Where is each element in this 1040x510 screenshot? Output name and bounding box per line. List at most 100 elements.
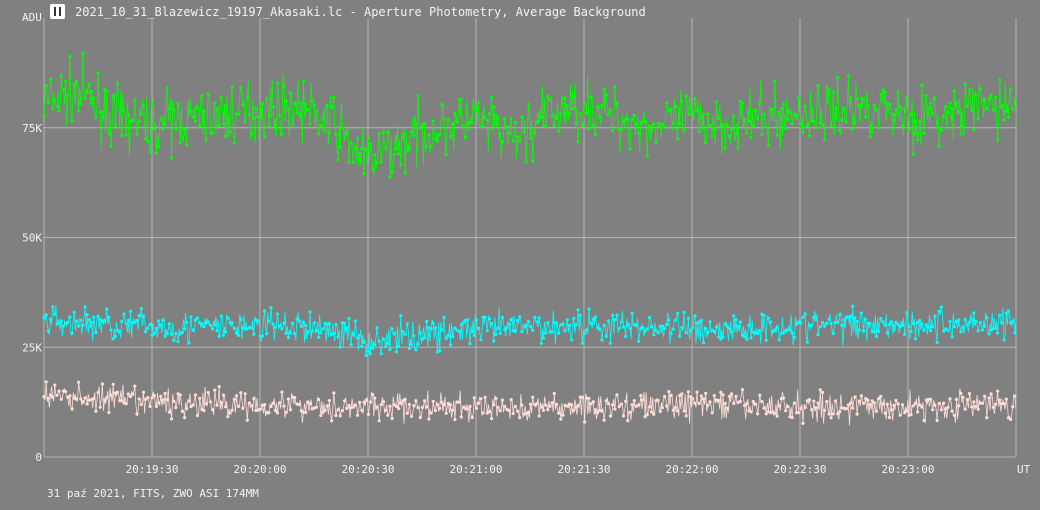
data-point [563, 96, 567, 100]
data-point [141, 390, 146, 394]
data-point [887, 322, 892, 327]
data-point [57, 389, 61, 393]
data-point [948, 397, 952, 401]
data-point [319, 124, 323, 128]
data-point [278, 114, 282, 118]
data-point [693, 97, 697, 101]
data-point [833, 399, 838, 403]
data-point [100, 382, 104, 386]
data-point [682, 310, 686, 314]
data-point [883, 323, 887, 327]
data-point [438, 406, 442, 410]
data-point [237, 112, 241, 116]
data-point [113, 334, 117, 339]
data-point [351, 161, 355, 165]
data-point [892, 403, 896, 407]
data-point [976, 329, 980, 333]
data-point [801, 315, 805, 319]
data-point [193, 318, 197, 322]
data-point [831, 331, 835, 336]
data-point [87, 82, 91, 86]
data-point [691, 397, 695, 401]
data-point [849, 96, 853, 100]
data-point [118, 329, 122, 333]
data-point [109, 393, 113, 397]
data-point [617, 405, 621, 409]
data-point [273, 118, 277, 122]
x-tick-label: 20:19:30 [126, 463, 179, 476]
data-point [436, 139, 440, 143]
data-point [377, 339, 381, 343]
data-point [399, 314, 403, 318]
data-point [611, 129, 615, 133]
data-point [954, 100, 959, 105]
data-point [676, 137, 680, 141]
data-point [959, 391, 963, 395]
data-point [939, 408, 944, 412]
data-point [758, 102, 762, 106]
data-point [183, 327, 187, 331]
data-point [154, 404, 158, 408]
data-point [526, 410, 531, 414]
data-point [779, 106, 784, 111]
data-point [314, 329, 319, 333]
data-point [611, 313, 615, 317]
data-point [474, 106, 479, 110]
data-point [706, 112, 710, 116]
data-point [965, 323, 969, 327]
data-point [446, 334, 450, 338]
data-point [269, 306, 273, 310]
data-point [745, 131, 749, 135]
x-tick-label: 20:22:30 [774, 463, 827, 476]
data-point [388, 404, 392, 408]
data-point [92, 396, 96, 401]
data-point [431, 321, 435, 325]
data-point [407, 146, 411, 151]
data-point [989, 392, 993, 396]
data-point [213, 323, 217, 327]
data-point [762, 406, 766, 410]
data-point [777, 110, 781, 114]
data-point [643, 329, 647, 333]
data-point [665, 322, 669, 326]
data-point [72, 310, 76, 314]
data-point [503, 328, 507, 332]
data-point [334, 413, 338, 417]
data-point [472, 396, 476, 400]
data-point [107, 315, 111, 319]
data-point [70, 119, 74, 123]
data-point [909, 113, 913, 117]
data-point [509, 116, 513, 121]
data-point [801, 130, 805, 134]
data-point [466, 318, 470, 322]
data-point [524, 160, 528, 164]
data-point [682, 409, 686, 413]
data-point [375, 326, 379, 330]
data-point [874, 108, 879, 112]
data-point [749, 336, 753, 340]
data-point [301, 79, 306, 83]
data-point [500, 140, 504, 144]
data-point [355, 137, 360, 141]
data-point [362, 400, 366, 404]
data-point [74, 397, 78, 401]
data-point [492, 105, 496, 109]
data-point [792, 335, 797, 339]
data-point [652, 333, 656, 337]
data-point [228, 130, 232, 134]
data-point [306, 330, 310, 334]
data-point [952, 89, 957, 93]
data-point [1011, 319, 1015, 323]
data-point [148, 323, 152, 327]
data-point [967, 320, 972, 324]
data-point [412, 134, 416, 138]
data-point [931, 325, 935, 329]
data-point [191, 328, 195, 332]
data-point [823, 324, 827, 328]
data-point [353, 146, 357, 150]
data-point [291, 122, 295, 126]
data-point [102, 87, 107, 91]
data-point [451, 408, 455, 412]
data-point [851, 127, 855, 131]
